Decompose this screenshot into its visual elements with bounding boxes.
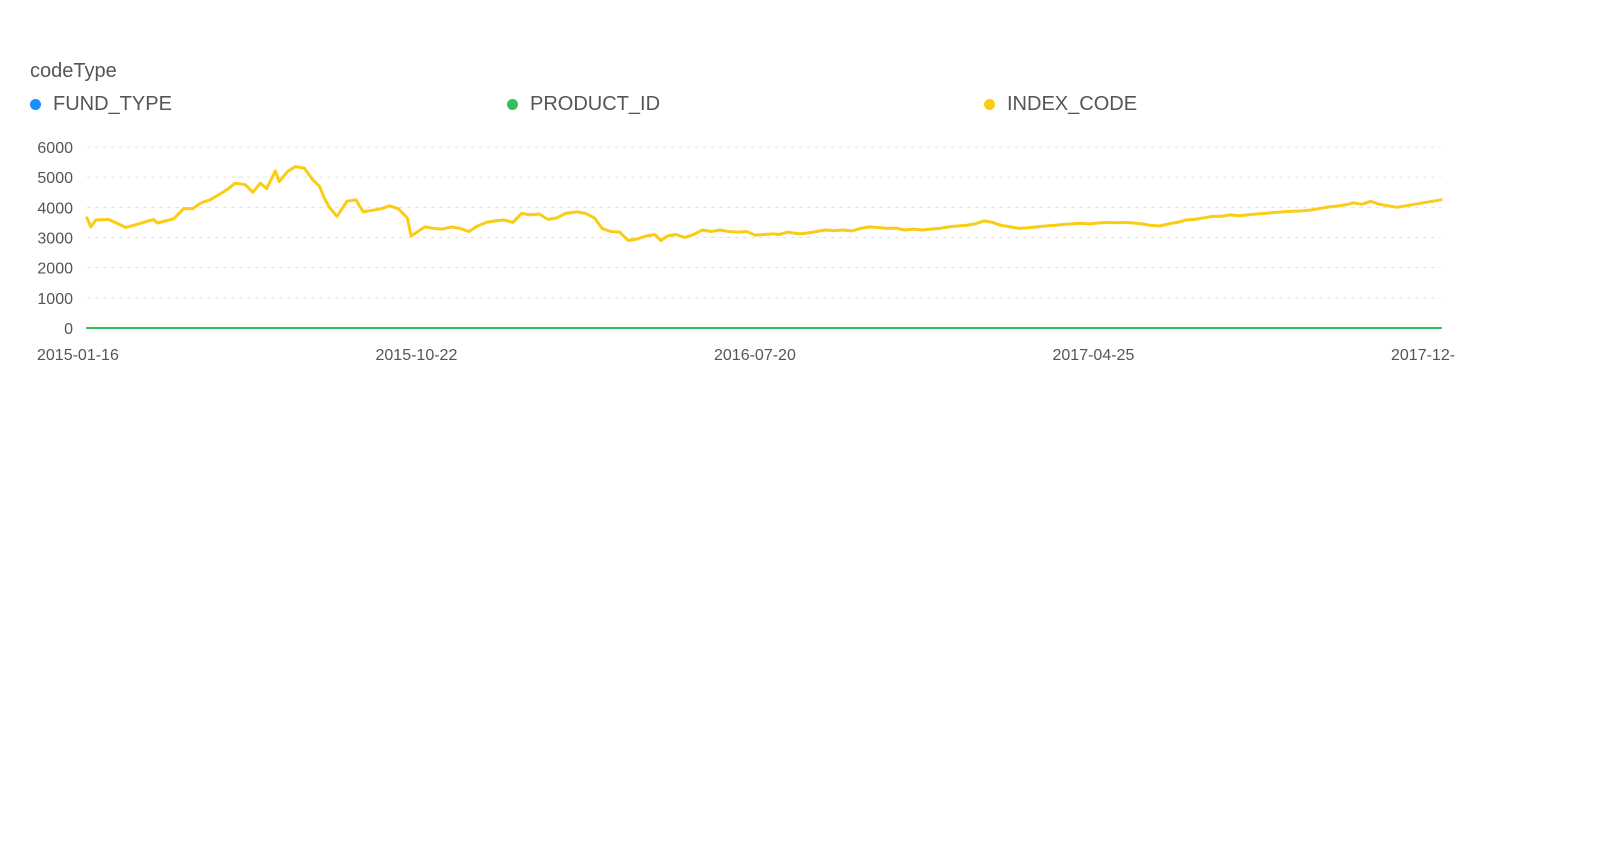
y-tick-label: 4000 (37, 200, 73, 217)
legend-item-product-id[interactable]: PRODUCT_ID (507, 93, 660, 116)
y-tick-label: 5000 (37, 170, 73, 187)
x-tick-label: 2016-07-20 (714, 347, 796, 364)
legend-marker-fund-type (30, 99, 41, 110)
x-tick-label: 2015-01-16 (37, 347, 119, 364)
legend-title: codeType (30, 60, 117, 82)
x-tick-label: 2015-10-22 (376, 347, 458, 364)
legend-item-index-code[interactable]: INDEX_CODE (984, 93, 1137, 116)
series-line-index-code[interactable] (85, 165, 1443, 242)
y-axis-ticks: 0 1000 2000 3000 4000 5000 6000 (37, 140, 73, 338)
legend-label-product-id: PRODUCT_ID (530, 93, 661, 115)
y-tick-label: 2000 (37, 261, 73, 278)
y-tick-label: 3000 (37, 231, 73, 248)
y-tick-label: 0 (64, 321, 73, 338)
x-tick-label: 2017-12- (1391, 347, 1455, 364)
legend-marker-index-code (984, 99, 995, 110)
grid-lines (87, 146, 1441, 329)
legend-label-fund-type: FUND_TYPE (53, 93, 172, 115)
legend-label-index-code: INDEX_CODE (1007, 93, 1138, 115)
y-tick-label: 1000 (37, 291, 73, 308)
x-tick-label: 2017-04-25 (1053, 347, 1135, 364)
x-axis-ticks: 2015-01-16 2015-10-22 2016-07-20 2017-04-25… (37, 347, 1455, 364)
legend-item-fund-type[interactable]: FUND_TYPE (30, 93, 172, 116)
series-lines (85, 165, 1443, 329)
legend-marker-product-id (507, 99, 518, 110)
y-tick-label: 6000 (37, 140, 73, 157)
